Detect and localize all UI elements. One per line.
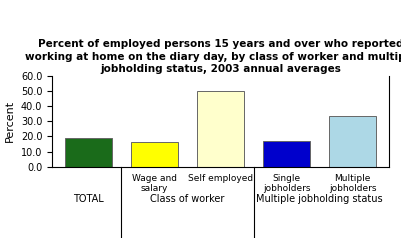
Text: Class of worker: Class of worker bbox=[150, 194, 225, 204]
Bar bbox=[329, 116, 377, 167]
Text: Self employed: Self employed bbox=[188, 174, 253, 183]
Title: Percent of employed persons 15 years and over who reported
working at home on th: Percent of employed persons 15 years and… bbox=[25, 39, 401, 74]
Text: Single
jobholders: Single jobholders bbox=[263, 174, 310, 193]
Text: Multiple jobholding status: Multiple jobholding status bbox=[256, 194, 383, 204]
Text: Wage and
salary: Wage and salary bbox=[132, 174, 177, 193]
Text: TOTAL: TOTAL bbox=[73, 194, 104, 204]
Bar bbox=[263, 141, 310, 167]
Text: Multiple
jobholders: Multiple jobholders bbox=[329, 174, 377, 193]
Bar bbox=[131, 143, 178, 167]
Bar bbox=[197, 91, 244, 167]
Bar bbox=[65, 138, 112, 167]
Y-axis label: Percent: Percent bbox=[5, 100, 15, 142]
